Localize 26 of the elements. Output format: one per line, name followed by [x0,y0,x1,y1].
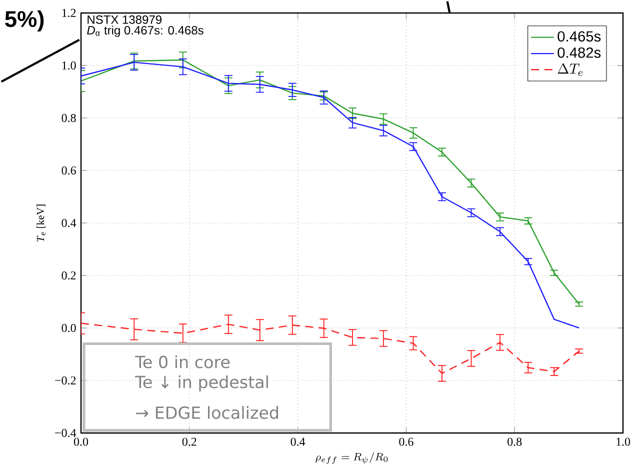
y-tick-label: −0.2 [55,376,76,385]
y-tick-label: 1.2 [62,8,76,18]
x-tick-label: 1.0 [616,438,630,446]
annotation: Te ↓ in pedestal [135,375,268,392]
y-axis-title: T$_{e}$ [keV] [36,204,46,242]
legend-label: 0.465s [558,31,601,42]
legend-label: 0.482s [558,47,601,58]
y-tick-label: 0.6 [62,166,76,175]
y-tick-label: 0.0 [62,324,76,332]
y-tick-label: 0.8 [62,114,76,122]
x-tick-label: 0.4 [290,438,306,446]
x-tick-label: 0.2 [182,438,196,446]
y-tick-label: 0.4 [62,218,76,228]
y-tick-label: −0.4 [55,428,76,438]
annotation: NSTX 138979 [88,15,162,24]
x-tick-label: 0.8 [508,438,522,446]
annotation: Te 0 in core [135,355,230,368]
text: 5%) [5,10,44,32]
legend-label: $\Delta T_e$ [558,63,583,76]
x-tick-label: 0.0 [74,438,88,446]
y-tick-label: 0.2 [62,271,76,280]
annotation: D$_{α}$ trig 0.467s: 0.468s [87,26,204,37]
annotation: → EDGE localized [136,406,278,419]
y-tick-label: 1.0 [62,61,76,70]
x-tick-label: 0.6 [399,438,414,446]
x-axis-title: $\rho_{eff} = R_\psi/R_0$ [316,452,388,464]
